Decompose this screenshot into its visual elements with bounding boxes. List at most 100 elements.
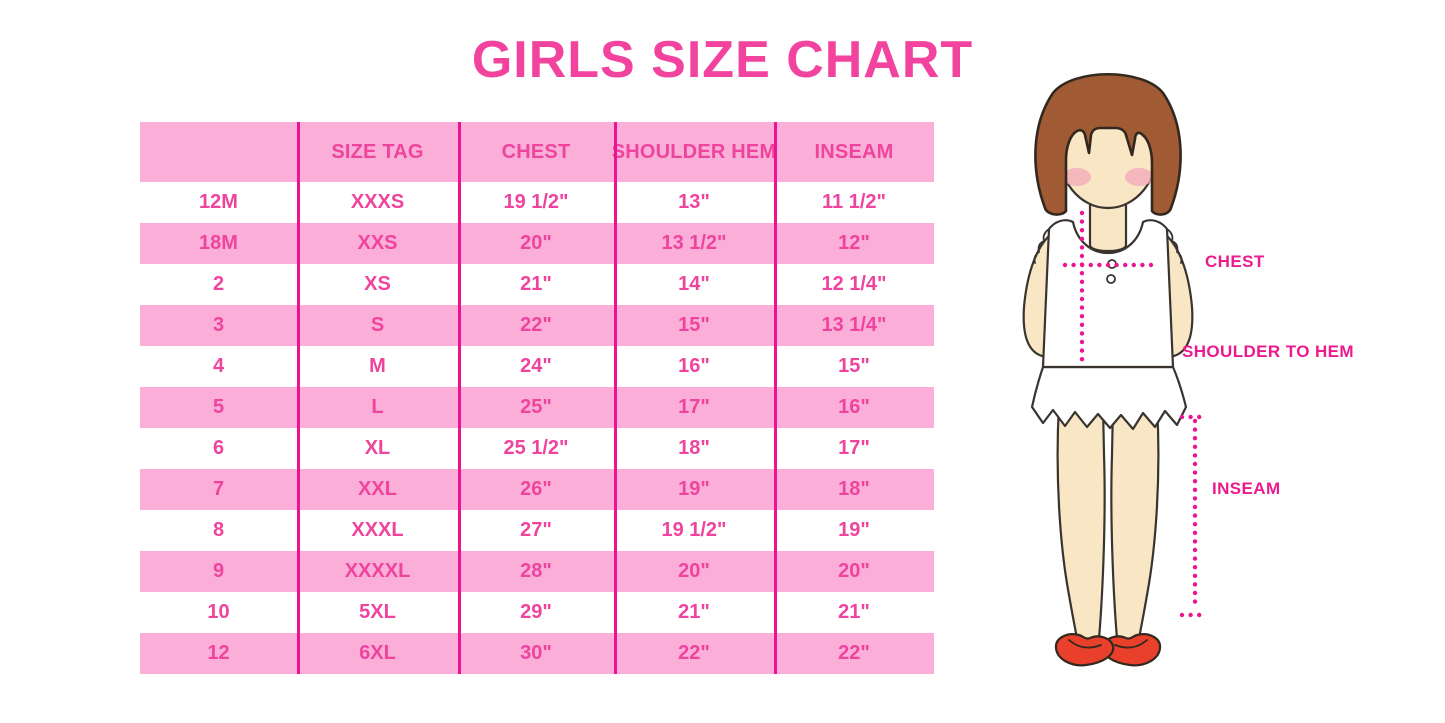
left-leg: [1056, 403, 1106, 641]
table-cell: 12 1/4": [821, 273, 887, 295]
size-table: SIZE TAG CHEST SHOULDER HEM INSEAM 12M XX…: [140, 122, 934, 674]
table-cell: 12": [838, 232, 870, 254]
table-cell: 24": [520, 355, 552, 377]
table-cell: 17": [678, 396, 710, 418]
shoulder-to-hem-label: SHOULDER TO HEM: [1182, 342, 1354, 361]
girl-figure-illustration: [1022, 72, 1206, 667]
table-row: 7 XXL 26" 19" 18": [140, 469, 934, 510]
header-cell-chest: CHEST: [501, 140, 571, 163]
table-cell: 5XL: [359, 601, 396, 623]
table-cell: 11 1/2": [822, 191, 886, 213]
right-leg: [1110, 403, 1160, 641]
table-cell: 14": [678, 273, 710, 295]
table-cell: XS: [364, 273, 391, 295]
table-row: 18M XXS 20" 13 1/2" 12": [140, 223, 934, 264]
table-row: 5 L 25" 17" 16": [140, 387, 934, 428]
left-shoe: [1054, 633, 1115, 667]
table-row: 10 5XL 29" 21" 21": [140, 592, 934, 633]
table-cell: 18": [838, 478, 870, 500]
table-row: 3 S 22" 15" 13 1/4": [140, 305, 934, 346]
table-cell: 9: [212, 560, 225, 582]
table-row: 6 XL 25 1/2" 18" 17": [140, 428, 934, 469]
table-cell: 6XL: [359, 642, 396, 664]
header-cell-shoulder-hem: SHOULDER HEM: [611, 140, 777, 163]
right-armhole-ruffle: [1166, 228, 1183, 264]
table-cell: XXXXL: [344, 560, 411, 582]
inseam-label: INSEAM: [1212, 479, 1281, 498]
table-row: 12M XXXS 19 1/2" 13" 11 1/2": [140, 182, 934, 223]
table-cell: 12M: [199, 191, 238, 213]
table-cell: 13 1/4": [821, 314, 887, 336]
table-cell: 21": [520, 273, 552, 295]
table-cell: 22": [838, 642, 870, 664]
table-cell: 2: [212, 273, 225, 295]
table-cell: 13": [678, 191, 710, 213]
chest-label: CHEST: [1205, 252, 1265, 271]
table-cell: 19": [678, 478, 710, 500]
table-row: 4 M 24" 16" 15": [140, 346, 934, 387]
left-armhole-ruffle: [1033, 228, 1050, 264]
right-cheek-blush: [1125, 168, 1153, 186]
table-cell: 21": [838, 601, 870, 623]
table-cell: 6: [212, 437, 225, 459]
table-cell: 19 1/2": [503, 191, 569, 213]
table-cell: S: [370, 314, 385, 336]
table-cell: 22": [520, 314, 552, 336]
table-cell: XXXS: [350, 191, 405, 213]
table-row: 2 XS 21" 14" 12 1/4": [140, 264, 934, 305]
table-cell: 22": [678, 642, 710, 664]
table-cell: 28": [520, 560, 552, 582]
table-cell: 19": [838, 519, 870, 541]
table-cell: 29": [520, 601, 552, 623]
table-cell: L: [371, 396, 384, 418]
column-divider: [458, 122, 461, 674]
table-cell: 8: [212, 519, 225, 541]
table-cell: 25 1/2": [503, 437, 569, 459]
table-cell: 19 1/2": [661, 519, 727, 541]
table-cell: 3: [212, 314, 225, 336]
page-title: GIRLS SIZE CHART: [471, 31, 974, 89]
table-cell: 25": [520, 396, 552, 418]
table-cell: 12: [207, 642, 230, 664]
header-cell-blank: [140, 122, 297, 182]
table-cell: 20": [520, 232, 552, 254]
table-cell: 30": [520, 642, 552, 664]
table-cell: XXS: [357, 232, 398, 254]
table-cell: XL: [364, 437, 391, 459]
top-garment: [1041, 219, 1175, 369]
table-cell: 21": [678, 601, 710, 623]
table-cell: 15": [838, 355, 870, 377]
table-cell: 5: [212, 396, 225, 418]
table-cell: XXXL: [351, 519, 404, 541]
skirt: [1030, 365, 1188, 431]
left-shoe-strap: [1068, 639, 1102, 649]
table-cell: 4: [212, 355, 225, 377]
left-cheek-blush: [1063, 168, 1091, 186]
header-cell-size-tag: SIZE TAG: [331, 140, 424, 163]
column-divider: [774, 122, 777, 674]
bottom-button: [1106, 274, 1116, 284]
column-divider: [614, 122, 617, 674]
header-cell-inseam: INSEAM: [814, 140, 894, 163]
right-shoe-strap: [1114, 639, 1148, 649]
table-cell: 10: [207, 601, 230, 623]
column-divider: [297, 122, 300, 674]
table-cell: 27": [520, 519, 552, 541]
table-row: 12 6XL 30" 22" 22": [140, 633, 934, 674]
hair: [1034, 72, 1182, 216]
table-cell: 7: [212, 478, 225, 500]
table-cell: 20": [838, 560, 870, 582]
table-row: 8 XXXL 27" 19 1/2" 19": [140, 510, 934, 551]
table-cell: 26": [520, 478, 552, 500]
table-cell: M: [369, 355, 386, 377]
table-cell: 16": [678, 355, 710, 377]
table-cell: 20": [678, 560, 710, 582]
table-header-row: SIZE TAG CHEST SHOULDER HEM INSEAM: [140, 122, 934, 182]
table-cell: XXL: [358, 478, 397, 500]
table-cell: 18M: [199, 232, 238, 254]
table-cell: 15": [678, 314, 710, 336]
table-cell: 16": [838, 396, 870, 418]
table-cell: 18": [678, 437, 710, 459]
table-row: 9 XXXXL 28" 20" 20": [140, 551, 934, 592]
